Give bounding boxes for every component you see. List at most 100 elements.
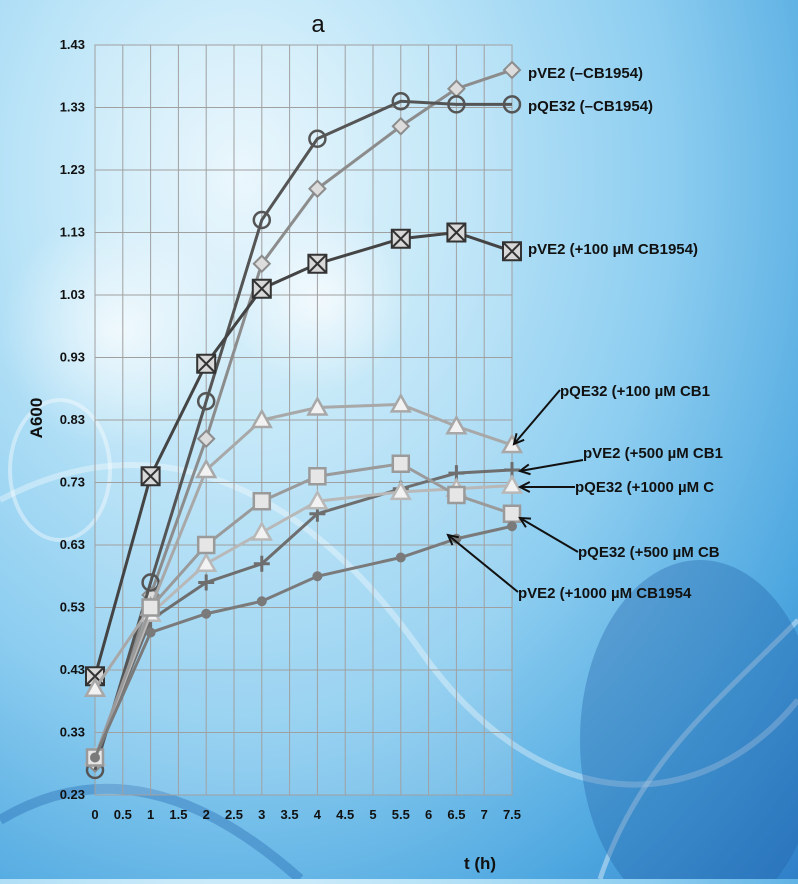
data-point [252,210,272,230]
data-point [391,116,411,136]
data-point [251,278,272,299]
data-point [447,95,466,114]
y-tick-label: 0.53 [60,600,85,615]
data-point [308,467,327,486]
leader-line [513,389,561,445]
data-point [390,228,411,249]
series-2 [85,222,522,687]
leader-line [519,517,579,553]
data-point [253,555,270,572]
series-label: pVE2 (+100 µM CB1954) [528,241,698,258]
data-point [502,60,522,80]
data-point [196,392,216,411]
x-tick-label: 0 [91,807,98,822]
series-label: pVE2 (+500 µM CB1 [583,445,723,462]
series-line [93,524,513,759]
data-point [196,353,217,374]
series-label: pQE32 (+1000 µM C [575,479,714,496]
data-point [391,454,411,473]
x-tick-label: 2 [203,807,210,822]
data-point [198,574,215,591]
x-tick-label: 5 [369,807,376,822]
leader-line [447,534,519,593]
data-point [500,474,524,494]
data-point [312,571,323,582]
series-1 [85,92,522,780]
data-point [196,429,216,449]
y-tick-label: 1.43 [60,37,85,52]
chart-title: a [311,11,325,38]
data-point [502,95,522,114]
data-point [395,552,406,563]
series-label: pQE32 (+100 µM CB1 [560,383,710,400]
x-tick-label: 4 [314,807,322,822]
series-line [93,468,513,759]
data-point [391,92,411,111]
x-axis-label: t (h) [464,854,496,873]
series-label: pVE2 (–CB1954) [528,65,643,82]
data-point [195,458,218,479]
data-point [195,552,218,572]
data-point [90,752,100,763]
y-axis-ticks: 0.23 0.33 0.43 0.53 0.63 0.73 0.83 0.93 1.03 1.13… [60,37,85,802]
leader-line [519,459,584,472]
leader-arrowhead [512,433,525,446]
y-tick-label: 0.63 [60,537,85,552]
data-point [447,485,466,505]
series-line [93,99,512,771]
data-point [140,466,161,487]
data-point [502,504,522,523]
y-tick-label: 1.03 [60,287,85,302]
data-point [252,492,272,511]
series-3 [83,392,524,697]
data-point [507,521,517,532]
data-point [256,596,267,607]
y-tick-label: 0.43 [60,662,85,677]
x-tick-label: 6 [425,807,432,822]
y-tick-label: 0.33 [60,725,85,740]
data-point [445,414,468,435]
series-group [83,60,524,780]
series-label: pVE2 (+1000 µM CB1954 [518,585,692,602]
leader-arrowhead [446,533,459,546]
y-tick-label: 0.93 [60,350,85,365]
data-point [83,677,107,697]
x-tick-label: 7.5 [503,807,521,822]
series-label: pQE32 (–CB1954) [528,98,653,115]
data-point [250,520,273,541]
data-point [446,222,467,243]
y-tick-label: 0.23 [60,787,85,802]
data-point [307,179,327,199]
data-point [250,408,273,429]
y-tick-label: 1.23 [60,162,85,177]
data-point [306,489,329,510]
x-tick-label: 3.5 [281,807,299,822]
x-tick-label: 0.5 [114,807,132,822]
data-point [307,253,328,274]
leader-arrowhead [518,516,532,528]
leader-arrowhead [517,463,531,476]
x-axis-ticks: 0 0.5 1 1.5 2 2.5 3 3.5 4 4.5 5 5.5 6 6.5 7 7.5 [91,807,521,822]
data-point [201,608,212,619]
x-tick-label: 2.5 [225,807,243,822]
y-tick-label: 1.13 [60,225,85,240]
data-point [141,573,160,592]
x-tick-label: 1 [147,807,154,822]
x-tick-label: 1.5 [169,807,187,822]
data-point [502,241,522,262]
series-line [93,68,513,765]
y-tick-label: 0.83 [60,412,85,427]
y-axis-label: A600 [27,398,46,439]
data-point [306,395,329,416]
y-tick-label: 1.33 [60,100,85,115]
series-line [93,402,513,690]
data-point [141,598,160,617]
x-tick-label: 3 [258,807,265,822]
leader-arrowhead [517,481,531,493]
data-point [252,254,272,274]
data-point [145,627,156,638]
x-tick-label: 7 [481,807,488,822]
series-labels: pVE2 (–CB1954) pQE32 (–CB1954) pVE2 (+100 … [446,65,723,602]
x-tick-label: 4.5 [336,807,354,822]
